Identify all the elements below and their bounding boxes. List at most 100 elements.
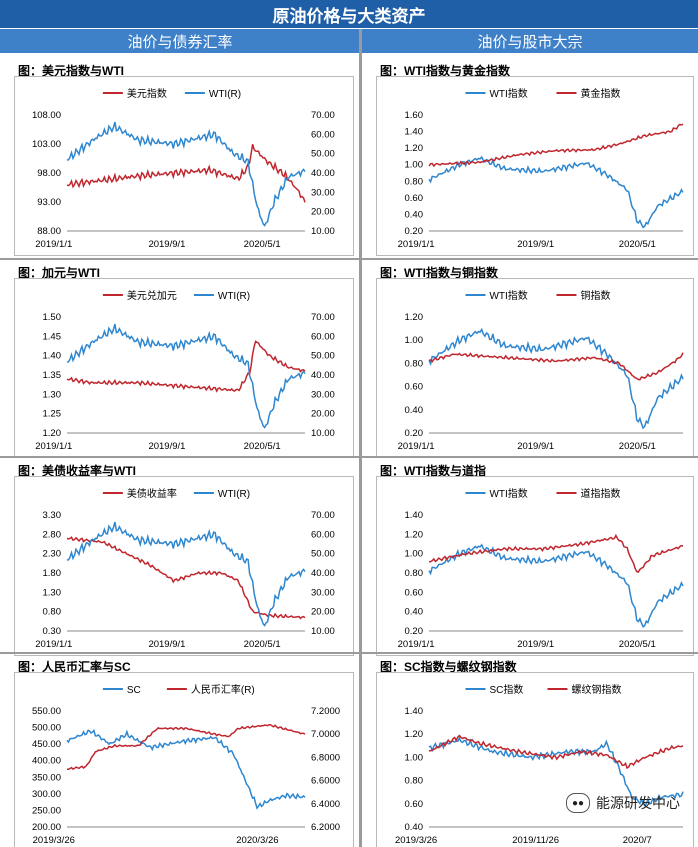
legend-label: WTI(R): [218, 291, 250, 302]
y-tick-right: 60.00: [311, 331, 335, 342]
y-tick-left: 88.00: [37, 226, 61, 237]
chart-title-6: 图：人民币汇率与SC: [18, 660, 131, 674]
x-tick: 2019/1/1: [398, 239, 435, 250]
series-line-1: [66, 521, 306, 627]
chart-title-5: 图：WTI指数与道指: [380, 464, 486, 478]
legend-label: WTI(R): [218, 489, 250, 500]
y-tick-right: 50.00: [311, 549, 335, 560]
y-tick-right: 70.00: [311, 110, 335, 121]
legend: WTI指数 铜指数: [465, 289, 610, 302]
y-tick-left: 500.00: [32, 723, 61, 734]
chart-svg-4: 美债收益率 WTI(R) 3.30 2.80 2.30 1.80 1.30 0.80 0.30 7…: [35, 487, 335, 650]
x-tick: 2020/5/1: [244, 639, 281, 650]
y-tick-left: 1.30: [43, 389, 62, 400]
y-tick-left: 1.20: [405, 143, 424, 154]
legend-label: SC指数: [489, 683, 523, 696]
watermark-text: 能源研发中心: [596, 795, 680, 811]
y-tick-left: 0.80: [405, 776, 424, 787]
y-tick-right: 20.00: [311, 607, 335, 618]
legend-label: 美元兑加元: [127, 289, 177, 302]
chart-svg-7: SC指数 螺纹钢指数 1.40 1.20 1.00 0.80 0.60 0.40 2019/3/…: [395, 683, 684, 846]
y-tick-right: 20.00: [311, 409, 335, 420]
series-line-0: [428, 155, 684, 229]
chart-panel-1: WTI指数 黄金指数 1.60 1.40 1.20 1.00 0.80 0.60 0.40 0.2…: [376, 76, 694, 256]
y-tick-left: 3.30: [43, 510, 62, 521]
chart-panel-6: SC 人民币汇率(R) 550.00 500.00 450.00 400.00 350.00…: [14, 672, 354, 847]
chart-title-1: 图：WTI指数与黄金指数: [380, 64, 510, 78]
y-tick-left: 1.40: [405, 127, 424, 138]
y-tick-left: 350.00: [32, 772, 61, 783]
y-tick-left: 0.30: [43, 626, 62, 637]
divider: [0, 258, 698, 260]
x-tick: 2019/9/1: [517, 441, 554, 452]
y-tick-left: 0.20: [405, 226, 424, 237]
y-tick-right: 40.00: [311, 370, 335, 381]
y-tick-right: 6.6000: [311, 776, 340, 787]
y-tick-left: 400.00: [32, 756, 61, 767]
y-tick-left: 200.00: [32, 822, 61, 833]
chart-panel-0: 美元指数 WTI(R) 108.00 103.00 98.00 93.00 88.00 70.…: [14, 76, 354, 256]
y-tick-right: 6.4000: [311, 799, 340, 810]
right-column-header: 油价与股市大宗: [362, 29, 698, 53]
y-tick-left: 0.40: [405, 822, 424, 833]
x-tick: 2019/1/1: [35, 441, 72, 452]
y-tick-left: 0.60: [405, 193, 424, 204]
y-tick-left: 0.80: [43, 607, 62, 618]
y-tick-left: 0.40: [405, 607, 424, 618]
x-tick: 2020/3/26: [236, 835, 278, 846]
y-tick-left: 1.20: [405, 312, 424, 323]
y-tick-left: 0.80: [405, 176, 424, 187]
y-tick-left: 108.00: [32, 110, 61, 121]
x-tick: 2019/1/1: [35, 639, 72, 650]
y-tick-right: 6.8000: [311, 752, 340, 763]
y-tick-left: 1.40: [405, 510, 424, 521]
y-tick-left: 300.00: [32, 789, 61, 800]
y-tick-left: 1.80: [43, 568, 62, 579]
y-tick-left: 103.00: [32, 139, 61, 150]
legend: WTI指数 黄金指数: [465, 87, 620, 100]
y-tick-right: 70.00: [311, 510, 335, 521]
y-tick-left: 450.00: [32, 739, 61, 750]
wechat-icon: ●●: [566, 793, 590, 813]
x-tick: 2019/3/26: [33, 835, 75, 846]
legend-label: SC: [127, 685, 141, 696]
y-tick-left: 2.30: [43, 549, 62, 560]
series-line-1: [429, 734, 684, 770]
legend-label: 美债收益率: [127, 487, 177, 500]
chart-svg-5: WTI指数 道指指数 1.40 1.20 1.00 0.80 0.60 0.40 0.20 201…: [398, 487, 684, 650]
x-tick: 2020/5/1: [244, 441, 281, 452]
y-tick-right: 7.2000: [311, 706, 340, 717]
series-line-0: [66, 143, 306, 203]
y-tick-left: 1.40: [405, 706, 424, 717]
chart-panel-7: SC指数 螺纹钢指数 1.40 1.20 1.00 0.80 0.60 0.40 2019/3/…: [376, 672, 694, 847]
x-tick: 2019/1/1: [398, 639, 435, 650]
chart-panel-2: 美元兑加元 WTI(R) 1.50 1.45 1.40 1.35 1.30 1.25 1.20 7…: [14, 278, 354, 458]
chart-svg-1: WTI指数 黄金指数 1.60 1.40 1.20 1.00 0.80 0.60 0.40 0.2…: [398, 87, 684, 250]
y-tick-left: 1.20: [405, 529, 424, 540]
y-tick-right: 50.00: [311, 351, 335, 362]
x-tick: 2020/5/1: [619, 639, 656, 650]
watermark: ●● 能源研发中心: [566, 793, 680, 813]
chart-title-4: 图：美债收益率与WTI: [18, 464, 136, 478]
y-tick-left: 1.40: [43, 351, 62, 362]
x-tick: 2020/7: [623, 835, 652, 846]
chart-title-2: 图：加元与WTI: [18, 266, 100, 280]
x-tick: 2019/3/26: [395, 835, 437, 846]
series-line-1: [66, 121, 306, 227]
legend-label: 螺纹钢指数: [571, 683, 621, 696]
legend-label: 黄金指数: [580, 87, 620, 100]
y-tick-left: 0.80: [405, 358, 424, 369]
x-tick: 2020/5/1: [619, 441, 656, 452]
page-title: 原油价格与大类资产: [0, 0, 698, 28]
legend-label: WTI指数: [489, 87, 527, 100]
legend: 美元兑加元 WTI(R): [102, 289, 250, 302]
y-tick-right: 30.00: [311, 389, 335, 400]
x-tick: 2019/11/26: [512, 835, 559, 846]
x-tick: 2020/5/1: [619, 239, 656, 250]
y-tick-left: 0.40: [405, 209, 424, 220]
y-tick-right: 10.00: [311, 226, 335, 237]
chart-svg-0: 美元指数 WTI(R) 108.00 103.00 98.00 93.00 88.00 70.…: [32, 87, 335, 250]
legend: 美债收益率 WTI(R): [102, 487, 250, 500]
x-tick: 2019/9/1: [148, 639, 185, 650]
